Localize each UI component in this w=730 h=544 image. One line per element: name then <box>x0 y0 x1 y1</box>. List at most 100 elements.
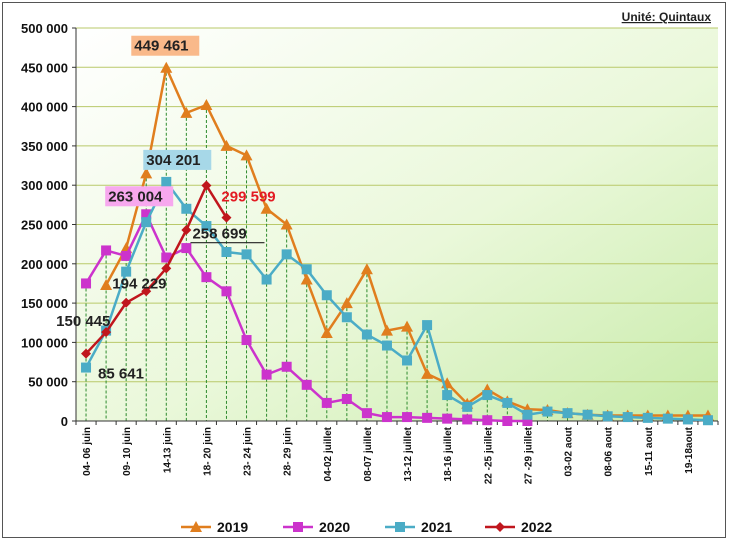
data-point <box>502 416 513 426</box>
data-point <box>161 176 172 187</box>
chart-svg: 0 50 000 100 000 150 000 200 000 250 000 300 0… <box>21 10 719 535</box>
data-point <box>161 252 172 263</box>
data-point <box>141 217 152 228</box>
chart-frame: 0 50 000 100 000 150 000 200 000 250 000 300 0… <box>2 2 726 538</box>
data-label: 304 201 <box>143 149 212 170</box>
data-point <box>422 320 433 331</box>
legend-item: 2020 <box>283 519 350 535</box>
x-tick-label: 22 -25 juillet <box>483 426 494 484</box>
x-tick-label: 19-18aout <box>684 426 695 473</box>
data-point <box>401 320 414 332</box>
data-point <box>320 326 333 338</box>
series-2020 <box>81 209 533 426</box>
legend-item: 2019 <box>181 519 248 535</box>
data-point <box>240 149 253 161</box>
data-point <box>190 521 202 532</box>
data-point <box>462 414 473 425</box>
data-point <box>281 249 292 260</box>
data-point <box>422 412 433 423</box>
series-2022 <box>81 180 232 359</box>
data-label: 449 461 <box>131 35 200 56</box>
data-point <box>395 522 405 532</box>
data-point <box>181 243 192 254</box>
legend-label: 2022 <box>521 519 552 535</box>
data-point <box>402 355 413 366</box>
data-point <box>341 393 352 404</box>
data-point <box>260 202 273 214</box>
data-point <box>141 209 152 220</box>
data-label-text: 299 599 <box>221 189 275 206</box>
data-label-text: 263 004 <box>108 188 163 205</box>
data-point <box>300 273 313 285</box>
legend-item: 2021 <box>385 519 452 535</box>
data-point <box>81 348 92 359</box>
data-point <box>381 340 392 351</box>
annotations: 449 461 304 201 263 004 299 599 258 699 194 2… <box>56 35 276 383</box>
data-label-text: 304 201 <box>146 152 200 169</box>
data-point <box>281 361 292 372</box>
y-tick-label: 500 000 <box>21 21 68 36</box>
y-tick-label: 250 000 <box>21 218 68 233</box>
data-point <box>221 212 232 223</box>
data-point <box>622 412 633 423</box>
y-tick-label: 100 000 <box>21 335 68 350</box>
data-point <box>200 99 213 111</box>
unit-label: Unité: Quintaux <box>622 10 712 24</box>
y-tick-label: 300 000 <box>21 178 68 193</box>
data-point <box>301 264 312 275</box>
data-point <box>442 390 453 401</box>
data-point <box>360 263 373 275</box>
data-label-box <box>105 186 174 207</box>
y-tick-label: 350 000 <box>21 139 68 154</box>
data-point <box>522 409 533 420</box>
data-label: 258 699 <box>190 226 265 244</box>
data-point <box>642 412 653 423</box>
x-tick-label: 08-07 juillet <box>363 426 374 481</box>
legend-label: 2019 <box>217 519 248 535</box>
data-label-text: 258 699 <box>192 226 246 243</box>
data-point <box>381 412 392 423</box>
data-point <box>221 247 232 258</box>
data-label-text: 85 641 <box>98 366 144 383</box>
data-point <box>160 61 173 73</box>
data-point <box>582 409 593 420</box>
data-point <box>241 335 252 346</box>
data-label: 194 229 <box>112 275 166 292</box>
series-group <box>81 61 714 426</box>
data-point <box>121 297 132 308</box>
data-point <box>442 413 453 424</box>
data-point <box>702 415 713 426</box>
data-point <box>421 367 434 379</box>
data-label: 263 004 <box>105 186 174 207</box>
data-point <box>502 397 513 408</box>
series-2021 <box>81 176 713 426</box>
data-label: 85 641 <box>98 366 144 383</box>
data-point <box>201 221 212 232</box>
x-tick-label: 09- 10 juin <box>122 427 133 476</box>
x-tick-label: 27 -29 juillet <box>523 426 534 484</box>
x-tick-label: 08-06 aout <box>604 426 615 476</box>
x-tick-label: 04-02 juillet <box>323 426 334 481</box>
data-point <box>221 286 232 297</box>
data-point <box>261 369 272 380</box>
x-axis: 04- 06 juin 09- 10 juin 14-13 juin 18- 20 j… <box>75 420 719 484</box>
data-point <box>81 278 92 289</box>
data-point <box>141 286 152 297</box>
data-point <box>562 408 573 419</box>
y-tick-label: 150 000 <box>21 296 68 311</box>
data-label-text: 150 445 <box>56 313 110 330</box>
data-point <box>121 250 132 261</box>
x-tick-label: 13-12 juillet <box>403 426 414 481</box>
data-point <box>81 362 92 373</box>
x-tick-label: 03-02 aout <box>564 426 575 476</box>
data-point <box>181 203 192 214</box>
data-point <box>301 379 312 390</box>
data-point <box>522 416 533 426</box>
legend-label: 2021 <box>421 519 452 535</box>
data-point <box>101 245 112 256</box>
data-point <box>462 401 473 412</box>
data-point <box>682 414 693 425</box>
data-point <box>140 167 153 179</box>
data-point <box>662 413 673 424</box>
data-point <box>101 327 112 338</box>
